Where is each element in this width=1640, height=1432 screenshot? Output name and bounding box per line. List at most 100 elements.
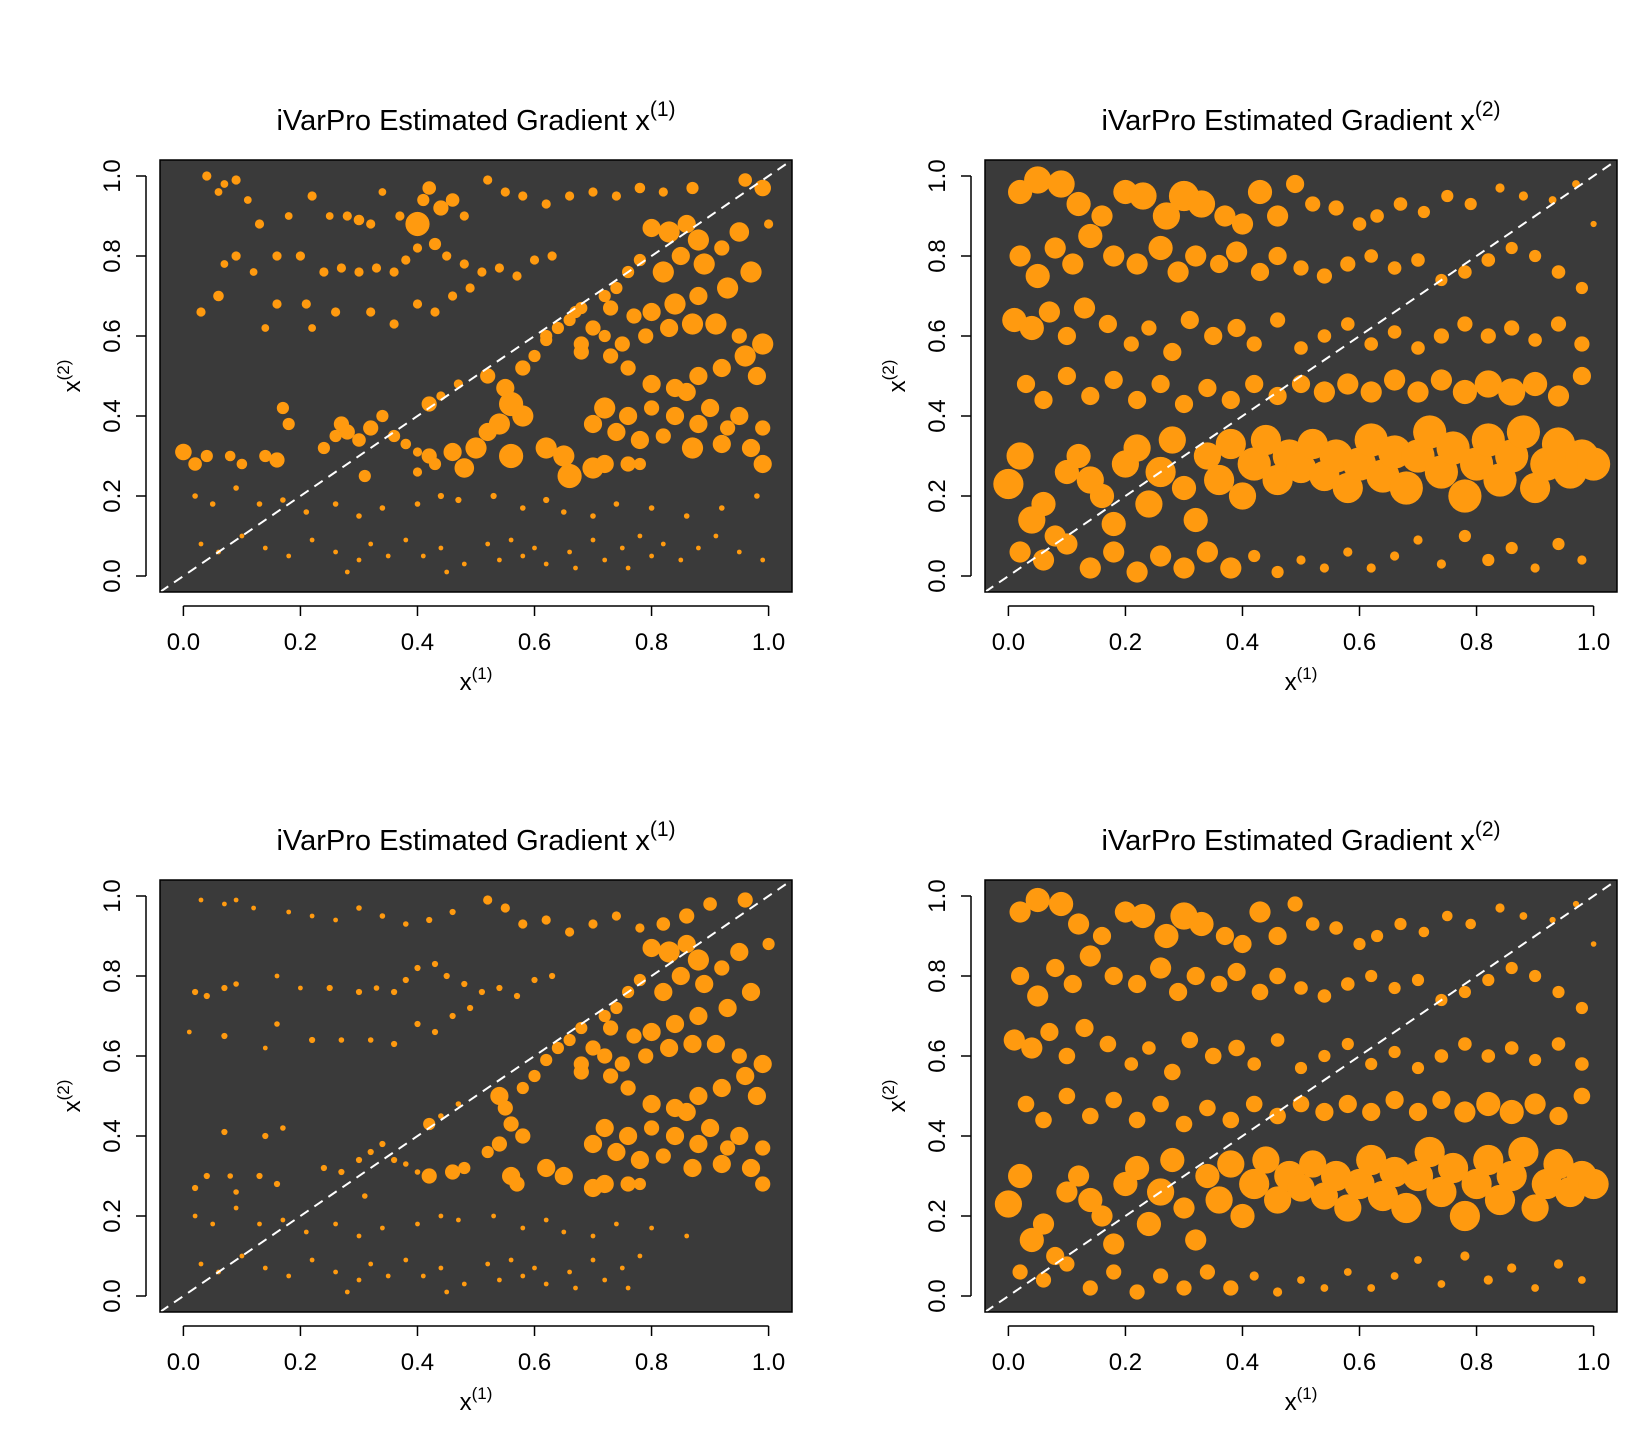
data-point <box>520 553 526 559</box>
data-point <box>1352 217 1367 231</box>
data-point <box>239 1253 245 1259</box>
data-point <box>1460 1251 1470 1261</box>
data-point <box>481 1145 494 1159</box>
data-point <box>638 1048 654 1064</box>
data-point <box>1414 1256 1422 1264</box>
data-point <box>737 892 753 908</box>
data-point <box>1215 926 1234 946</box>
data-point <box>1021 1037 1043 1059</box>
data-point <box>1019 315 1044 341</box>
data-point <box>395 211 405 221</box>
x-tick-label: 1.0 <box>1577 1349 1610 1376</box>
data-point <box>221 1128 228 1136</box>
data-point <box>1464 197 1477 211</box>
data-point <box>221 984 228 992</box>
data-point <box>286 1273 292 1279</box>
data-point <box>531 976 538 984</box>
y-axis-label: x(2) <box>54 360 86 393</box>
data-point <box>565 191 575 201</box>
data-point <box>1473 1144 1504 1176</box>
data-point <box>1458 529 1471 543</box>
data-point <box>1056 1181 1078 1203</box>
x-axis-label: x(1) <box>460 1384 493 1416</box>
data-point <box>412 447 423 457</box>
data-point <box>254 219 265 229</box>
x-tick-label: 0.8 <box>1460 629 1493 656</box>
data-point <box>1578 1276 1586 1284</box>
data-point <box>1481 1049 1496 1063</box>
data-point <box>332 501 339 507</box>
data-point <box>701 1118 720 1138</box>
data-point <box>1531 1284 1539 1292</box>
data-point <box>203 1172 210 1180</box>
data-point <box>1151 374 1170 394</box>
data-point <box>1321 1160 1352 1192</box>
data-point <box>1520 472 1551 504</box>
data-point <box>633 457 647 471</box>
data-point <box>269 452 285 468</box>
data-point <box>1543 1148 1574 1180</box>
data-point <box>1217 1150 1245 1178</box>
data-point <box>221 1032 228 1040</box>
data-point <box>637 533 643 539</box>
data-point <box>532 545 537 551</box>
x-tick-label: 1.0 <box>752 1349 785 1376</box>
data-point <box>1210 975 1228 993</box>
data-point <box>186 1029 192 1035</box>
data-point <box>1481 253 1496 267</box>
data-point <box>1394 917 1407 931</box>
data-point <box>1215 428 1246 460</box>
data-point <box>500 187 510 197</box>
data-point <box>1529 249 1542 263</box>
data-point <box>730 406 749 426</box>
data-point <box>1031 491 1056 517</box>
plot-frame <box>159 159 793 593</box>
data-point <box>1057 326 1076 346</box>
data-point <box>400 438 412 450</box>
data-point <box>503 1116 519 1132</box>
data-point <box>1199 1264 1215 1280</box>
data-point <box>1204 1047 1222 1065</box>
data-point <box>483 895 493 905</box>
data-point <box>485 1261 491 1267</box>
data-point <box>660 541 666 547</box>
data-point <box>613 501 620 507</box>
data-point <box>689 1134 708 1154</box>
data-point <box>412 299 423 309</box>
data-point <box>333 917 338 923</box>
data-point <box>520 1225 526 1231</box>
data-point <box>1163 342 1182 362</box>
data-point <box>1550 316 1567 332</box>
data-point <box>677 382 696 402</box>
data-point <box>595 1118 614 1138</box>
data-point <box>497 557 502 563</box>
data-point <box>444 1289 450 1295</box>
data-point <box>1294 981 1308 995</box>
data-point <box>1287 1174 1315 1202</box>
data-point <box>1009 245 1031 267</box>
data-point <box>528 349 541 363</box>
data-point <box>677 934 696 954</box>
data-point <box>449 908 456 916</box>
data-point <box>1573 1087 1591 1105</box>
data-point <box>1078 223 1103 249</box>
data-point <box>1340 256 1356 272</box>
data-point <box>1123 434 1151 462</box>
x-tick-label: 0.6 <box>518 1349 551 1376</box>
data-point <box>1551 1037 1566 1051</box>
data-point <box>477 267 487 277</box>
data-point <box>738 173 752 187</box>
y-tick-label: 0.8 <box>99 239 126 272</box>
chart-title-superscript: (2) <box>1475 98 1501 121</box>
data-point <box>1519 912 1528 920</box>
data-point <box>541 199 551 209</box>
data-point <box>428 237 442 251</box>
data-point <box>274 1021 280 1027</box>
data-point <box>1549 916 1556 924</box>
data-point <box>262 1132 269 1140</box>
data-point <box>540 329 553 343</box>
plot-frame <box>159 879 793 1313</box>
data-point <box>1123 336 1139 352</box>
data-point <box>648 505 655 511</box>
x-tick-label: 1.0 <box>1577 629 1610 656</box>
